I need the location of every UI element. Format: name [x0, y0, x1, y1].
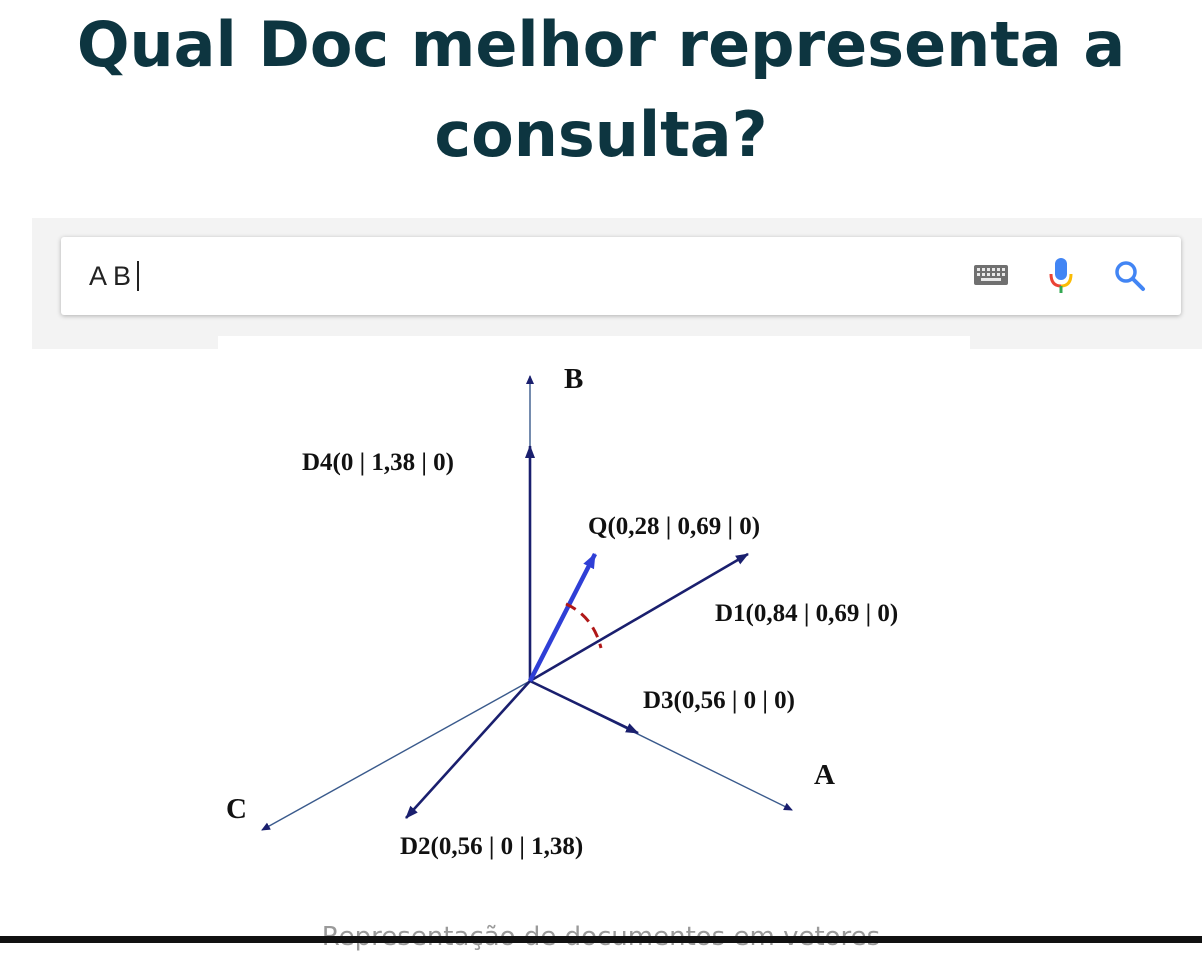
vector-q-line: [527, 552, 598, 683]
search-icon[interactable]: [1113, 259, 1147, 293]
vector-d4-label: D4(0 | 1,38 | 0): [302, 449, 454, 476]
axis-a-label: A: [814, 759, 835, 791]
bottom-bar: [0, 936, 1202, 943]
search-input[interactable]: A B: [89, 261, 132, 291]
axis-c-line: [261, 680, 531, 831]
vector-d3-line: [529, 679, 639, 735]
microphone-icon[interactable]: [1047, 256, 1075, 296]
page-title: Qual Doc melhor representa a consulta?: [76, 8, 1126, 171]
keyboard-icon[interactable]: [973, 264, 1009, 286]
axis-c-label: C: [226, 793, 247, 825]
vector-d2-label: D2(0,56 | 0 | 1,38): [400, 833, 583, 860]
vector-d1-label: D1(0,84 | 0,69 | 0): [715, 600, 898, 627]
vector-d1-line: [529, 552, 749, 683]
vector-q-label: Q(0,28 | 0,69 | 0): [588, 513, 760, 540]
vector-d2-line: [405, 680, 531, 819]
angle-arc: [565, 602, 603, 649]
search-box[interactable]: A B: [61, 237, 1181, 315]
diagram-svg: B A C D4(0 | 1,38 | 0) Q(0,28 | 0,69 | 0…: [226, 363, 898, 860]
text-caret: [137, 261, 139, 291]
axis-b-label: B: [564, 363, 583, 395]
vector-d3-label: D3(0,56 | 0 | 0): [643, 687, 795, 714]
vector-space-diagram: B A C D4(0 | 1,38 | 0) Q(0,28 | 0,69 | 0…: [218, 336, 970, 870]
